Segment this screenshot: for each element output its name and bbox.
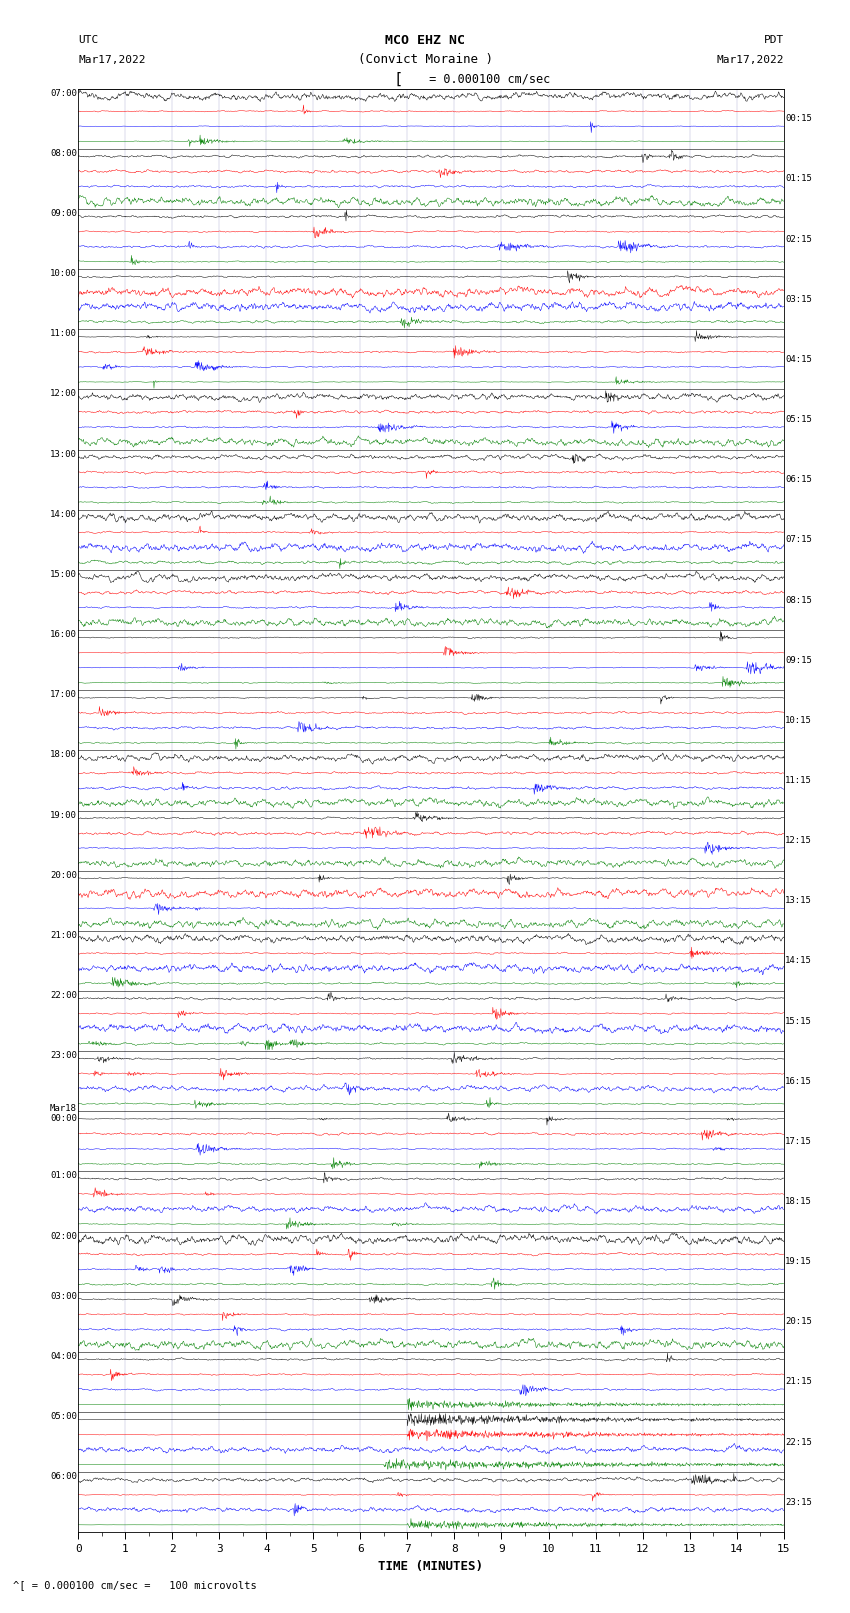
Text: 19:15: 19:15: [785, 1257, 812, 1266]
Text: 09:00: 09:00: [50, 210, 76, 218]
Text: 09:15: 09:15: [785, 655, 812, 665]
Text: Mar18: Mar18: [50, 1103, 76, 1113]
Text: 23:15: 23:15: [785, 1498, 812, 1507]
Text: 03:15: 03:15: [785, 295, 812, 303]
Text: 08:15: 08:15: [785, 595, 812, 605]
Text: 14:00: 14:00: [50, 510, 76, 519]
Text: 23:00: 23:00: [50, 1052, 76, 1060]
Text: 12:15: 12:15: [785, 836, 812, 845]
Text: 05:00: 05:00: [50, 1411, 76, 1421]
Text: 17:15: 17:15: [785, 1137, 812, 1145]
X-axis label: TIME (MINUTES): TIME (MINUTES): [378, 1560, 484, 1573]
Text: 15:00: 15:00: [50, 569, 76, 579]
Text: 15:15: 15:15: [785, 1016, 812, 1026]
Text: 02:00: 02:00: [50, 1232, 76, 1240]
Text: MCO EHZ NC: MCO EHZ NC: [385, 34, 465, 47]
Text: 03:00: 03:00: [50, 1292, 76, 1300]
Text: 18:15: 18:15: [785, 1197, 812, 1207]
Text: 06:00: 06:00: [50, 1473, 76, 1481]
Text: 10:15: 10:15: [785, 716, 812, 724]
Text: 06:15: 06:15: [785, 476, 812, 484]
Text: 04:00: 04:00: [50, 1352, 76, 1361]
Text: 20:00: 20:00: [50, 871, 76, 879]
Text: 16:15: 16:15: [785, 1077, 812, 1086]
Text: 01:00: 01:00: [50, 1171, 76, 1181]
Text: 22:15: 22:15: [785, 1437, 812, 1447]
Text: 07:00: 07:00: [50, 89, 76, 98]
Text: 14:15: 14:15: [785, 957, 812, 966]
Text: 18:00: 18:00: [50, 750, 76, 760]
Text: 21:15: 21:15: [785, 1378, 812, 1387]
Text: [: [: [394, 71, 402, 87]
Text: 13:15: 13:15: [785, 897, 812, 905]
Text: Mar17,2022: Mar17,2022: [78, 55, 145, 65]
Text: 00:15: 00:15: [785, 115, 812, 123]
Text: 01:15: 01:15: [785, 174, 812, 184]
Text: 02:15: 02:15: [785, 234, 812, 244]
Text: 20:15: 20:15: [785, 1318, 812, 1326]
Text: 19:00: 19:00: [50, 811, 76, 819]
Text: ^[ = 0.000100 cm/sec =   100 microvolts: ^[ = 0.000100 cm/sec = 100 microvolts: [13, 1581, 257, 1590]
Text: (Convict Moraine ): (Convict Moraine ): [358, 53, 492, 66]
Text: UTC: UTC: [78, 35, 99, 45]
Text: Mar17,2022: Mar17,2022: [717, 55, 784, 65]
Text: PDT: PDT: [763, 35, 784, 45]
Text: 05:15: 05:15: [785, 415, 812, 424]
Text: 10:00: 10:00: [50, 269, 76, 277]
Text: 16:00: 16:00: [50, 631, 76, 639]
Text: 22:00: 22:00: [50, 990, 76, 1000]
Text: 11:15: 11:15: [785, 776, 812, 786]
Text: 21:00: 21:00: [50, 931, 76, 940]
Text: 12:00: 12:00: [50, 389, 76, 398]
Text: 13:00: 13:00: [50, 450, 76, 458]
Text: = 0.000100 cm/sec: = 0.000100 cm/sec: [422, 73, 551, 85]
Text: 17:00: 17:00: [50, 690, 76, 698]
Text: 07:15: 07:15: [785, 536, 812, 544]
Text: 11:00: 11:00: [50, 329, 76, 339]
Text: 00:00: 00:00: [50, 1115, 76, 1123]
Text: 08:00: 08:00: [50, 148, 76, 158]
Text: 04:15: 04:15: [785, 355, 812, 365]
